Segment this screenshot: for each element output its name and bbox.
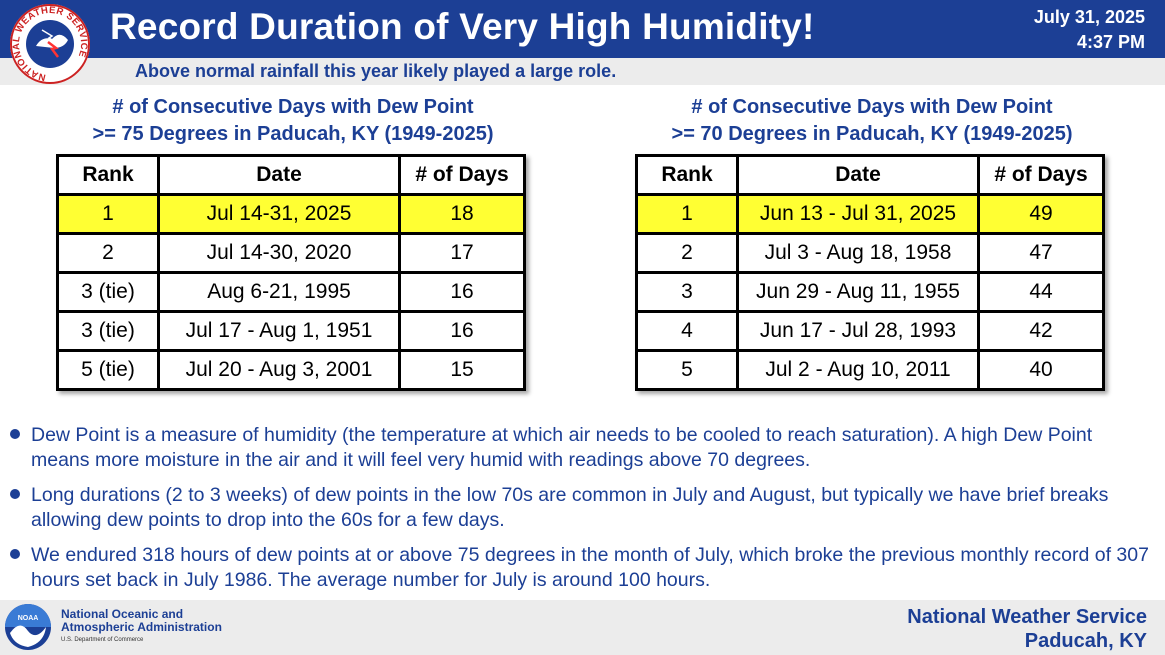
noaa-name-line1: National Oceanic and	[61, 607, 184, 621]
col-header-days: # of Days	[398, 154, 526, 196]
table-row-record: 1 Jul 14-31, 2025 18	[56, 193, 526, 235]
dewpoint-70-table: Rank Date # of Days 1 Jun 13 - Jul 31, 2…	[635, 154, 1105, 391]
dewpoint-75-table: Rank Date # of Days 1 Jul 14-31, 2025 18…	[56, 154, 526, 391]
list-item: We endured 318 hours of dew points at or…	[10, 543, 1150, 593]
cell-date: Jun 29 - Aug 11, 1955	[736, 271, 980, 313]
col-header-days: # of Days	[977, 154, 1105, 196]
bullet-text: Long durations (2 to 3 weeks) of dew poi…	[31, 484, 1109, 531]
table-row: 5 (tie) Jul 20 - Aug 3, 2001 15	[56, 349, 526, 391]
cell-rank: 4	[635, 310, 739, 352]
cell-date: Jul 20 - Aug 3, 2001	[157, 349, 401, 391]
cell-days: 15	[398, 349, 526, 391]
cell-date: Jul 14-31, 2025	[157, 193, 401, 235]
issue-time: 4:37 PM	[1076, 32, 1145, 52]
bullet-text: Dew Point is a measure of humidity (the …	[31, 424, 1093, 471]
cell-days: 47	[977, 232, 1105, 274]
table-row: 4 Jun 17 - Jul 28, 1993 42	[635, 310, 1105, 352]
cell-date: Jul 14-30, 2020	[157, 232, 401, 274]
noaa-name-line2: Atmospheric Administration	[61, 620, 222, 634]
table-title: # of Consecutive Days with Dew Point >= …	[53, 94, 533, 148]
table-row: 2 Jul 14-30, 2020 17	[56, 232, 526, 274]
table-row: 3 Jun 29 - Aug 11, 1955 44	[635, 271, 1105, 313]
cell-days: 42	[977, 310, 1105, 352]
cell-date: Jul 17 - Aug 1, 1951	[157, 310, 401, 352]
col-header-rank: Rank	[56, 154, 160, 196]
cell-rank: 3 (tie)	[56, 271, 160, 313]
table-header-row: Rank Date # of Days	[635, 154, 1105, 196]
noaa-department: U.S. Department of Commerce	[61, 637, 144, 643]
bullet-dot-icon	[10, 489, 20, 499]
cell-rank: 3 (tie)	[56, 310, 160, 352]
noaa-logo-icon: NOAA	[5, 604, 51, 650]
list-item: Long durations (2 to 3 weeks) of dew poi…	[10, 483, 1150, 533]
table-row: 3 (tie) Jul 17 - Aug 1, 1951 16	[56, 310, 526, 352]
table-title: # of Consecutive Days with Dew Point >= …	[632, 94, 1112, 148]
col-header-date: Date	[736, 154, 980, 196]
header-banner: Record Duration of Very High Humidity! J…	[0, 0, 1165, 58]
table-title-line1: # of Consecutive Days with Dew Point	[112, 96, 474, 118]
bullet-dot-icon	[10, 549, 20, 559]
col-header-date: Date	[157, 154, 401, 196]
table-title-line2: >= 75 Degrees in Paducah, KY (1949-2025)	[92, 123, 494, 145]
col-header-rank: Rank	[635, 154, 739, 196]
cell-days: 16	[398, 310, 526, 352]
cell-days: 49	[977, 193, 1105, 235]
table-row: 3 (tie) Aug 6-21, 1995 16	[56, 271, 526, 313]
cell-date: Jun 13 - Jul 31, 2025	[736, 193, 980, 235]
dewpoint-70-table-block: # of Consecutive Days with Dew Point >= …	[632, 94, 1112, 391]
subtitle: Above normal rainfall this year likely p…	[135, 61, 617, 81]
cell-days: 17	[398, 232, 526, 274]
list-item: Dew Point is a measure of humidity (the …	[10, 423, 1150, 473]
table-title-line1: # of Consecutive Days with Dew Point	[691, 96, 1053, 118]
dewpoint-75-table-block: # of Consecutive Days with Dew Point >= …	[53, 94, 533, 391]
cell-date: Jul 2 - Aug 10, 2011	[736, 349, 980, 391]
nws-office: National Weather Service Paducah, KY	[907, 605, 1147, 653]
cell-date: Jul 3 - Aug 18, 1958	[736, 232, 980, 274]
page-title: Record Duration of Very High Humidity!	[110, 6, 815, 47]
nws-location: Paducah, KY	[1024, 630, 1147, 652]
cell-rank: 3	[635, 271, 739, 313]
cell-rank: 2	[635, 232, 739, 274]
nws-logo-icon: NATIONAL WEATHER SERVICE	[10, 4, 90, 84]
issue-date: July 31, 2025	[1033, 7, 1145, 27]
cell-days: 18	[398, 193, 526, 235]
table-row: 2 Jul 3 - Aug 18, 1958 47	[635, 232, 1105, 274]
cell-date: Jun 17 - Jul 28, 1993	[736, 310, 980, 352]
bullet-text: We endured 318 hours of dew points at or…	[31, 544, 1149, 591]
cell-days: 40	[977, 349, 1105, 391]
cell-days: 44	[977, 271, 1105, 313]
table-row-record: 1 Jun 13 - Jul 31, 2025 49	[635, 193, 1105, 235]
table-row: 5 Jul 2 - Aug 10, 2011 40	[635, 349, 1105, 391]
table-title-line2: >= 70 Degrees in Paducah, KY (1949-2025)	[671, 123, 1073, 145]
cell-rank: 2	[56, 232, 160, 274]
cell-rank: 1	[56, 193, 160, 235]
table-header-row: Rank Date # of Days	[56, 154, 526, 196]
subtitle-bar: Above normal rainfall this year likely p…	[0, 58, 1165, 85]
noaa-wordmark: National Oceanic and Atmospheric Adminis…	[61, 607, 222, 644]
bullet-dot-icon	[10, 429, 20, 439]
issue-datetime: July 31, 2025 4:37 PM	[1034, 5, 1145, 55]
cell-rank: 5 (tie)	[56, 349, 160, 391]
footer-bar: NOAA National Oceanic and Atmospheric Ad…	[0, 600, 1165, 655]
noaa-logo-text: NOAA	[18, 615, 39, 622]
cell-days: 16	[398, 271, 526, 313]
nws-name: National Weather Service	[907, 606, 1147, 628]
cell-rank: 1	[635, 193, 739, 235]
bullet-list: Dew Point is a measure of humidity (the …	[10, 423, 1150, 603]
cell-rank: 5	[635, 349, 739, 391]
cell-date: Aug 6-21, 1995	[157, 271, 401, 313]
